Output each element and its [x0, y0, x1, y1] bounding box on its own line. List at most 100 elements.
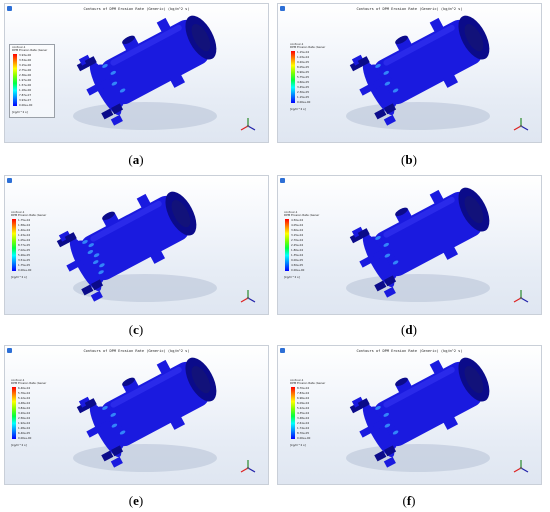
- nozzle-side: [429, 359, 444, 375]
- fixture-model: [346, 187, 490, 302]
- erosion-highlight: [102, 405, 126, 435]
- render-viewport[interactable]: contour-1 DPM Erosion Rate (Gener 1.75e-0…: [4, 175, 269, 315]
- legend-tick-label: 6.90e-05: [297, 70, 310, 74]
- legend-tick-label: 4.35e-04: [297, 411, 310, 415]
- legend-tick-label: 5.75e-05: [297, 75, 310, 79]
- legend-tick-label: 8.70e-05: [297, 431, 310, 435]
- app-icon: [7, 6, 12, 11]
- legend-tick-label: 1.75e-05: [18, 263, 31, 267]
- nozzle-top: [395, 208, 413, 224]
- model-shadow: [346, 444, 490, 472]
- render-viewport[interactable]: Contours of DPM Erosion Rate (Generic) (…: [4, 345, 269, 485]
- cylinder-body: [76, 357, 217, 468]
- legend-tick-label: 9.20e-05: [297, 60, 310, 64]
- model-shadow: [73, 444, 217, 472]
- nozzle-side: [156, 17, 171, 33]
- render-viewport[interactable]: Contours of DPM Erosion Rate (Generic) (…: [4, 3, 269, 143]
- legend-unit: [kg/m^2 s]: [290, 443, 306, 447]
- panel-b: Contours of DPM Erosion Rate (Generic) (…: [277, 3, 542, 143]
- legend-tick-label: 2.36e-06: [19, 73, 32, 77]
- legend-tick-label: 7.83e-04: [297, 391, 310, 395]
- legend-tick-label: 1.40e-04: [18, 228, 31, 232]
- caption-close-paren: ): [411, 493, 416, 508]
- legend-values: 1.75e-04 1.58e-04 1.40e-04 1.23e-04 1.05e-04…: [18, 218, 52, 273]
- app-icon: [280, 6, 285, 11]
- legend-tick-label: 1.23e-04: [18, 233, 31, 237]
- model-render: [346, 187, 529, 303]
- legend-values: 1.15e-04 1.03e-04 9.20e-05 8.05e-05 6.90e-05…: [297, 50, 331, 105]
- caption-close-paren: ): [138, 493, 144, 508]
- legend-tick-label: 4.50e-05: [291, 263, 304, 267]
- caption-letter: e: [133, 493, 139, 508]
- legend-tick-label: 6.40e-04: [18, 386, 31, 390]
- panel-caption: (f): [379, 493, 439, 509]
- legend-unit: [kg/m^2 s]: [11, 275, 27, 279]
- legend-tick-label: 2.75e-06: [19, 68, 32, 72]
- color-legend: contour-1 DPM Erosion Rate (Gener 8.70e-0…: [288, 378, 332, 450]
- caption-letter: d: [405, 322, 413, 337]
- legend-header: contour-1 DPM Erosion Rate (Gener: [290, 378, 326, 386]
- caption-open-paren: (: [401, 322, 406, 337]
- axis-triad-icon: [513, 118, 529, 131]
- legend-tick-label: 3.15e-06: [19, 63, 32, 67]
- legend-color-bar: [12, 219, 16, 271]
- flange-lugs: [349, 226, 397, 298]
- legend-tick-label: 2.30e-05: [297, 90, 310, 94]
- panel-caption: (a): [106, 152, 166, 168]
- legend-tick-label: 0.00e+00: [18, 268, 32, 272]
- panel-d: contour-1 DPM Erosion Rate (Gener 4.50e-0…: [277, 175, 542, 315]
- legend-tick-label: 0.00e+00: [18, 436, 32, 440]
- legend-unit: [kg/m^2 s]: [12, 110, 28, 114]
- app-icon: [7, 178, 12, 183]
- model-shadow: [73, 274, 217, 302]
- render-viewport[interactable]: Contours of DPM Erosion Rate (Generic) (…: [277, 345, 542, 485]
- cylinder-body: [349, 15, 490, 126]
- viewport-title: Contours of DPM Erosion Rate (Generic) (…: [83, 7, 190, 11]
- legend-tick-label: 1.15e-04: [297, 50, 310, 54]
- legend-tick-label: 4.05e-04: [291, 223, 304, 227]
- legend-tick-label: 1.57e-06: [19, 83, 32, 87]
- model-render: [346, 357, 529, 473]
- render-viewport[interactable]: Contours of DPM Erosion Rate (Generic) (…: [277, 3, 542, 143]
- legend-tick-label: 0.00e+00: [297, 436, 311, 440]
- legend-tick-label: 2.70e-04: [291, 238, 304, 242]
- panel-caption: (e): [106, 493, 166, 509]
- nozzle-bottom: [442, 415, 459, 430]
- fixture-model: [73, 357, 217, 472]
- legend-tick-label: 6.09e-04: [297, 401, 310, 405]
- color-legend: contour-1 DPM Erosion Rate (Gener 1.15e-0…: [288, 42, 332, 114]
- flange-lugs: [56, 230, 104, 302]
- caption-letter: b: [405, 152, 413, 167]
- axis-triad-icon: [240, 460, 256, 473]
- legend-tick-label: 1.18e-06: [19, 88, 32, 92]
- erosion-highlight: [102, 63, 126, 93]
- color-legend: contour-1 DPM Erosion Rate (Gener 4.50e-0…: [282, 210, 326, 282]
- legend-tick-label: 9.00e-05: [291, 258, 304, 262]
- legend-tick-label: 0.00e+00: [297, 100, 311, 104]
- legend-tick-label: 1.80e-04: [291, 248, 304, 252]
- viewport-title: Contours of DPM Erosion Rate (Generic) (…: [356, 349, 463, 353]
- nozzle-side: [429, 17, 444, 33]
- legend-tick-label: 5.22e-04: [297, 406, 310, 410]
- legend-tick-label: 4.50e-04: [291, 218, 304, 222]
- legend-tick-label: 5.12e-04: [18, 396, 31, 400]
- axis-triad-icon: [513, 290, 529, 303]
- legend-header: contour-1 DPM Erosion Rate (Gener: [11, 378, 47, 386]
- caption-close-paren: ): [139, 152, 144, 167]
- fixture-model: [346, 357, 490, 472]
- legend-tick-label: 3.93e-06: [19, 53, 32, 57]
- legend-color-bar: [291, 387, 295, 439]
- nozzle-bottom: [149, 249, 166, 264]
- legend-tick-label: 1.58e-04: [18, 223, 31, 227]
- panel-e: Contours of DPM Erosion Rate (Generic) (…: [4, 345, 269, 485]
- legend-tick-label: 0.00e+00: [19, 103, 33, 107]
- cylinder-body: [76, 15, 217, 126]
- caption-close-paren: ): [412, 152, 417, 167]
- nozzle-top: [122, 36, 140, 52]
- legend-tick-label: 5.76e-04: [18, 391, 31, 395]
- legend-values: 3.93e-06 3.54e-06 3.15e-06 2.75e-06 2.36e-06…: [19, 53, 53, 108]
- render-viewport[interactable]: contour-1 DPM Erosion Rate (Gener 4.50e-0…: [277, 175, 542, 315]
- legend-tick-label: 5.26e-05: [18, 253, 31, 257]
- caption-open-paren: (: [128, 322, 134, 337]
- panel-c: contour-1 DPM Erosion Rate (Gener 1.75e-0…: [4, 175, 269, 315]
